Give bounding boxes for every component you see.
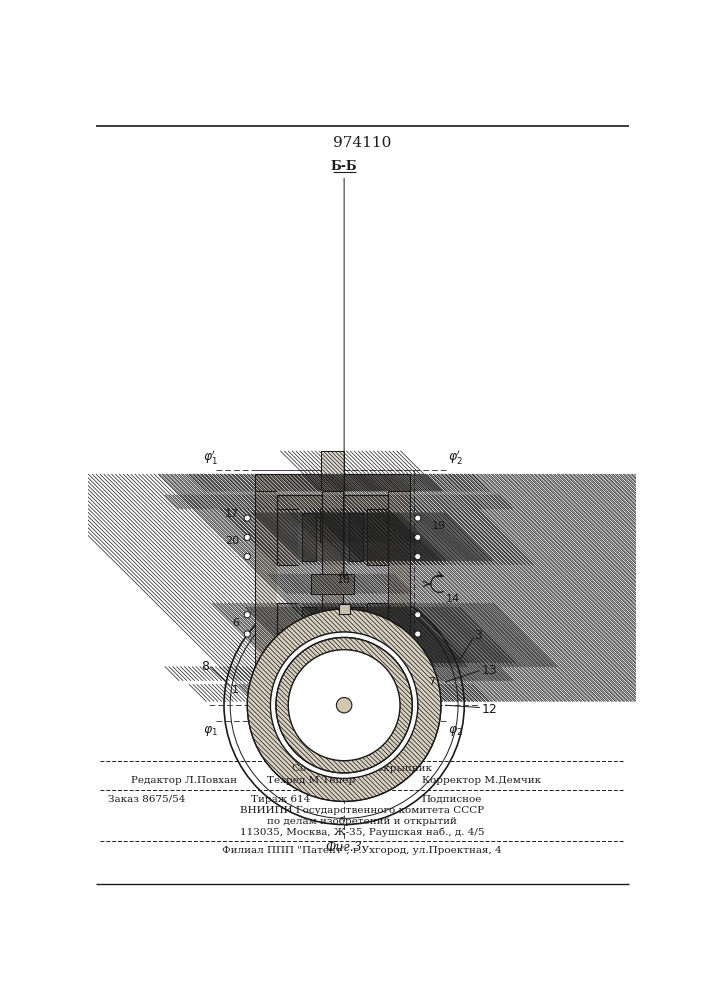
Text: Подписное: Подписное [421, 795, 482, 804]
Bar [255, 474, 321, 491]
Bar [276, 491, 388, 684]
Bar [349, 513, 363, 561]
Text: 5: 5 [325, 662, 332, 672]
Bar [321, 701, 344, 721]
Bar [298, 509, 320, 565]
Bar [320, 629, 345, 667]
Text: Тираж 614: Тираж 614 [251, 795, 310, 804]
Text: $\varphi_2^{\prime}$: $\varphi_2^{\prime}$ [448, 448, 462, 466]
Text: Корректор М.Демчик: Корректор М.Демчик [421, 776, 541, 785]
Circle shape [244, 631, 250, 637]
Text: 6: 6 [232, 618, 239, 628]
Bar [344, 474, 410, 491]
Text: 13: 13 [481, 664, 497, 677]
Bar [311, 574, 354, 594]
Text: $\varphi_2$: $\varphi_2$ [448, 724, 462, 738]
Text: 12: 12 [481, 703, 497, 716]
Text: Филиал ППП "Патент", г.Ухгород, ул.Проектная, 4: Филиал ППП "Патент", г.Ухгород, ул.Проек… [222, 846, 502, 855]
Text: 14: 14 [445, 594, 460, 604]
Text: 113035, Москва, Ж-35, Раушская наб., д. 4/5: 113035, Москва, Ж-35, Раушская наб., д. … [240, 828, 484, 837]
Text: Б-Б: Б-Б [331, 160, 358, 173]
Text: Фиг.3: Фиг.3 [326, 841, 363, 854]
Bar [322, 491, 343, 684]
Bar [303, 607, 316, 663]
Circle shape [414, 631, 421, 637]
Text: 14: 14 [358, 703, 374, 716]
Circle shape [414, 612, 421, 618]
Bar [276, 667, 388, 681]
Circle shape [414, 515, 421, 521]
Text: Фиг.4: Фиг.4 [329, 731, 366, 744]
Circle shape [224, 586, 464, 825]
Circle shape [244, 554, 250, 560]
Text: 3: 3 [474, 629, 482, 642]
Text: 1: 1 [232, 685, 239, 695]
Circle shape [244, 612, 250, 618]
Circle shape [288, 650, 400, 761]
Bar [276, 495, 388, 509]
Circle shape [337, 698, 352, 713]
Circle shape [414, 554, 421, 560]
Bar [367, 603, 388, 667]
Text: 974110: 974110 [333, 136, 391, 150]
Text: 19: 19 [432, 521, 446, 531]
Bar [276, 603, 298, 667]
Bar [367, 509, 388, 565]
Text: по делам изобретений и открытий: по делам изобретений и открытий [267, 817, 457, 826]
Bar [344, 684, 410, 701]
Bar [255, 474, 276, 701]
Bar [349, 607, 363, 663]
Circle shape [271, 632, 418, 778]
Text: Составитель С.Скрыпник: Составитель С.Скрыпник [292, 764, 432, 773]
Bar [276, 509, 298, 565]
Text: ВНИИПИ Государственного комитета СССР: ВНИИПИ Государственного комитета СССР [240, 806, 484, 815]
Text: Редактор Л.Повхан: Редактор Л.Повхан [131, 776, 237, 785]
Text: 18: 18 [337, 575, 351, 585]
Text: 17: 17 [225, 509, 239, 519]
Bar [321, 451, 344, 491]
Bar [303, 513, 316, 561]
Bar [388, 474, 410, 701]
Bar [255, 684, 321, 701]
Bar [339, 604, 349, 614]
Text: Заказ 8675/54: Заказ 8675/54 [107, 795, 185, 804]
Text: 7: 7 [428, 677, 436, 687]
Text: 20: 20 [225, 536, 239, 546]
Circle shape [244, 515, 250, 521]
Circle shape [230, 592, 458, 818]
Bar [320, 509, 345, 542]
Bar [298, 603, 320, 667]
Circle shape [244, 534, 250, 540]
Bar [345, 603, 367, 667]
Circle shape [414, 534, 421, 540]
Text: $\varphi_1$: $\varphi_1$ [203, 724, 218, 738]
Bar [345, 509, 367, 565]
Text: Техред М.Тепер: Техред М.Тепер [267, 776, 355, 785]
Text: 8': 8' [324, 710, 334, 720]
Text: $\varphi_1^{\prime}$: $\varphi_1^{\prime}$ [203, 448, 218, 466]
Text: 8: 8 [201, 660, 209, 673]
